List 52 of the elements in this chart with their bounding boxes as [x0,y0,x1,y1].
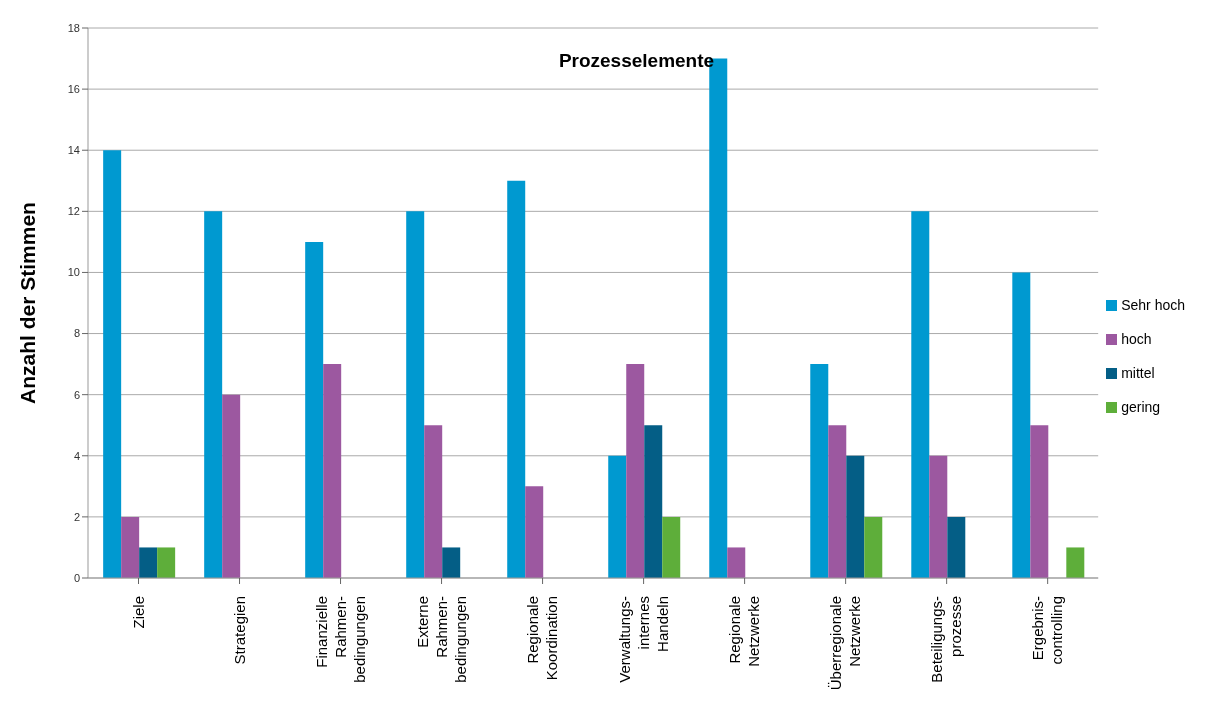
bar [442,547,461,578]
bar [204,211,223,578]
bar [1012,272,1031,578]
bar [864,516,883,578]
bar [947,516,966,578]
bar [1030,425,1049,578]
bar [103,150,122,578]
bar [222,394,241,578]
x-tick-label: Finanzielle Rahmen- bedingungen [312,596,368,683]
bar [406,211,425,578]
bar [626,364,645,578]
bar [608,455,627,578]
bar [846,455,865,578]
bar [810,364,829,578]
x-tick-label: Verwaltungs- internes Handeln [615,596,671,683]
bar [911,211,930,578]
x-tick-label: Strategien [230,596,248,665]
legend-label: gering [1121,398,1161,415]
bar [929,455,948,578]
y-tick-label: 12 [67,205,80,218]
x-tick-label: Regionale Netzwerke [726,596,763,667]
x-tick-label: Ziele [129,596,147,629]
bar [1066,547,1085,578]
bar [828,425,847,578]
bar [507,180,526,578]
bar [139,547,158,578]
y-axis-title: Anzahl der Stimmen [16,202,40,404]
text: Prozesselemente [557,50,716,72]
x-tick-label: Ergebnis- controlling [1029,596,1066,665]
x-tick-label: Überregionale Netzwerke [827,596,864,691]
y-tick-label: 10 [67,266,80,279]
bar [157,547,176,578]
y-tick-label: 0 [73,571,80,584]
x-tick-label: Beteiligungs- prozesse [928,596,965,683]
legend-label: hoch [1121,330,1152,347]
bar [644,425,663,578]
legend-label: mittel [1121,364,1155,381]
bar [424,425,443,578]
y-tick-label: 6 [73,388,80,401]
y-tick-label: 16 [67,83,80,96]
bar [662,516,681,578]
bar [323,364,342,578]
bar [305,241,324,578]
y-tick-label: 2 [73,510,80,523]
bar [525,486,544,578]
y-tick-label: 8 [73,327,80,340]
legend-label: Sehr hoch [1121,296,1185,313]
y-tick-label: 14 [67,144,80,157]
y-tick-label: 4 [73,449,80,462]
bar [727,547,746,578]
y-tick-label: 18 [67,21,80,34]
bar [121,516,140,578]
